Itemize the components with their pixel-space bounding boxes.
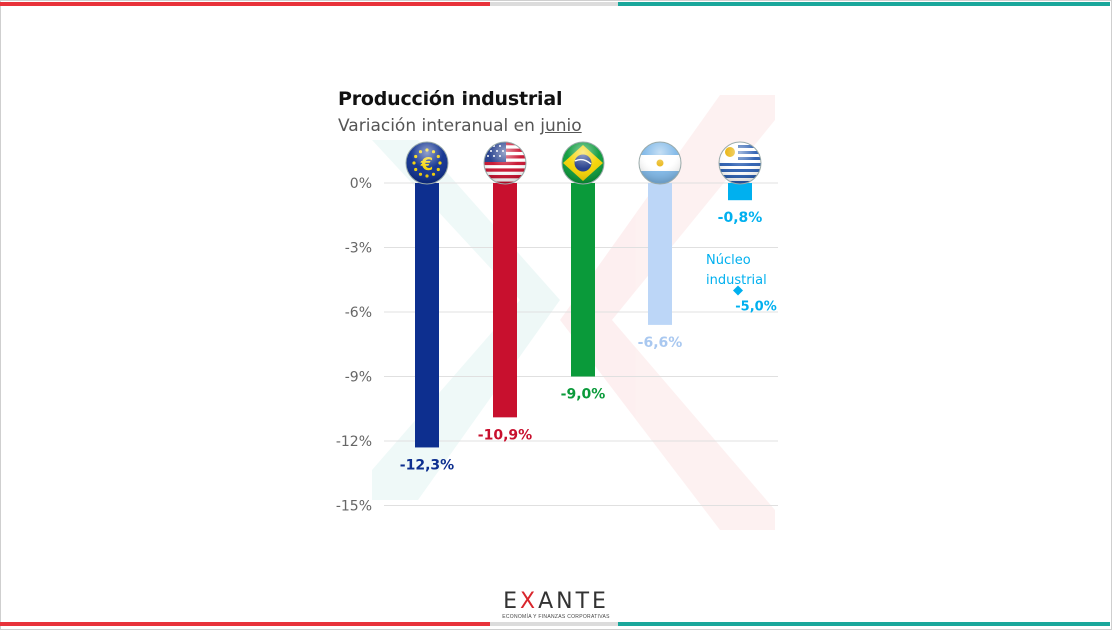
logo-wordmark: EXANTE xyxy=(493,590,619,614)
value-labels: -12,3% -10,9% -9,0% -6,6% -0,8% xyxy=(400,210,763,473)
usa-flag-icon xyxy=(483,141,527,185)
bottom-stripe-red xyxy=(0,622,490,626)
exante-logo: EXANTE ECONOMÍA Y FINANZAS CORPORATIVAS xyxy=(493,590,619,621)
y-tick-label: -9% xyxy=(345,370,372,386)
euro-area-flag-icon: € xyxy=(405,141,449,185)
logo-rest: ANTE xyxy=(538,589,609,614)
top-stripe-gray xyxy=(490,2,618,6)
value-label: -10,9% xyxy=(478,427,532,443)
bar-brazil xyxy=(571,183,595,377)
bar-euro-area xyxy=(415,183,439,448)
chart-subtitle: Variación interanual en junio xyxy=(338,116,582,136)
bar-uruguay xyxy=(728,183,752,201)
uruguay-flag-icon xyxy=(718,141,762,185)
core-industrial-label-line1: Núcleo xyxy=(706,253,751,268)
y-tick-label: -3% xyxy=(345,241,372,257)
value-label: -0,8% xyxy=(718,210,763,226)
y-tick-label: -15% xyxy=(336,499,372,515)
y-axis-ticks: 0% -3% -6% -9% -12% -15% xyxy=(336,176,372,515)
bottom-stripe-gray xyxy=(490,622,618,626)
core-industrial-point-group: -5,0% xyxy=(733,285,777,315)
subtitle-prefix: Variación interanual en xyxy=(338,116,541,136)
argentina-flag-icon xyxy=(638,141,682,185)
core-industrial-value-label: -5,0% xyxy=(735,300,776,315)
value-label: -12,3% xyxy=(400,457,454,473)
y-tick-label: 0% xyxy=(350,176,372,192)
brazil-flag-icon xyxy=(561,141,605,185)
bar-argentina xyxy=(648,183,672,325)
logo-e: E xyxy=(503,589,520,614)
top-stripe-red xyxy=(0,2,490,6)
value-label: -9,0% xyxy=(561,387,606,403)
y-tick-label: -12% xyxy=(336,434,372,450)
bar-usa xyxy=(493,183,517,418)
subtitle-month: junio xyxy=(540,116,582,136)
y-tick-label: -6% xyxy=(345,305,372,321)
core-industrial-label-line2: industrial xyxy=(706,273,767,288)
value-label: -6,6% xyxy=(638,335,683,351)
logo-tagline: ECONOMÍA Y FINANZAS CORPORATIVAS xyxy=(502,614,610,620)
core-industrial-marker xyxy=(733,285,743,296)
bars xyxy=(415,183,752,448)
logo-x: X xyxy=(519,589,539,614)
top-stripe-teal xyxy=(618,2,1110,6)
bottom-stripe-teal xyxy=(618,622,1110,626)
chart-title: Producción industrial xyxy=(338,88,563,110)
